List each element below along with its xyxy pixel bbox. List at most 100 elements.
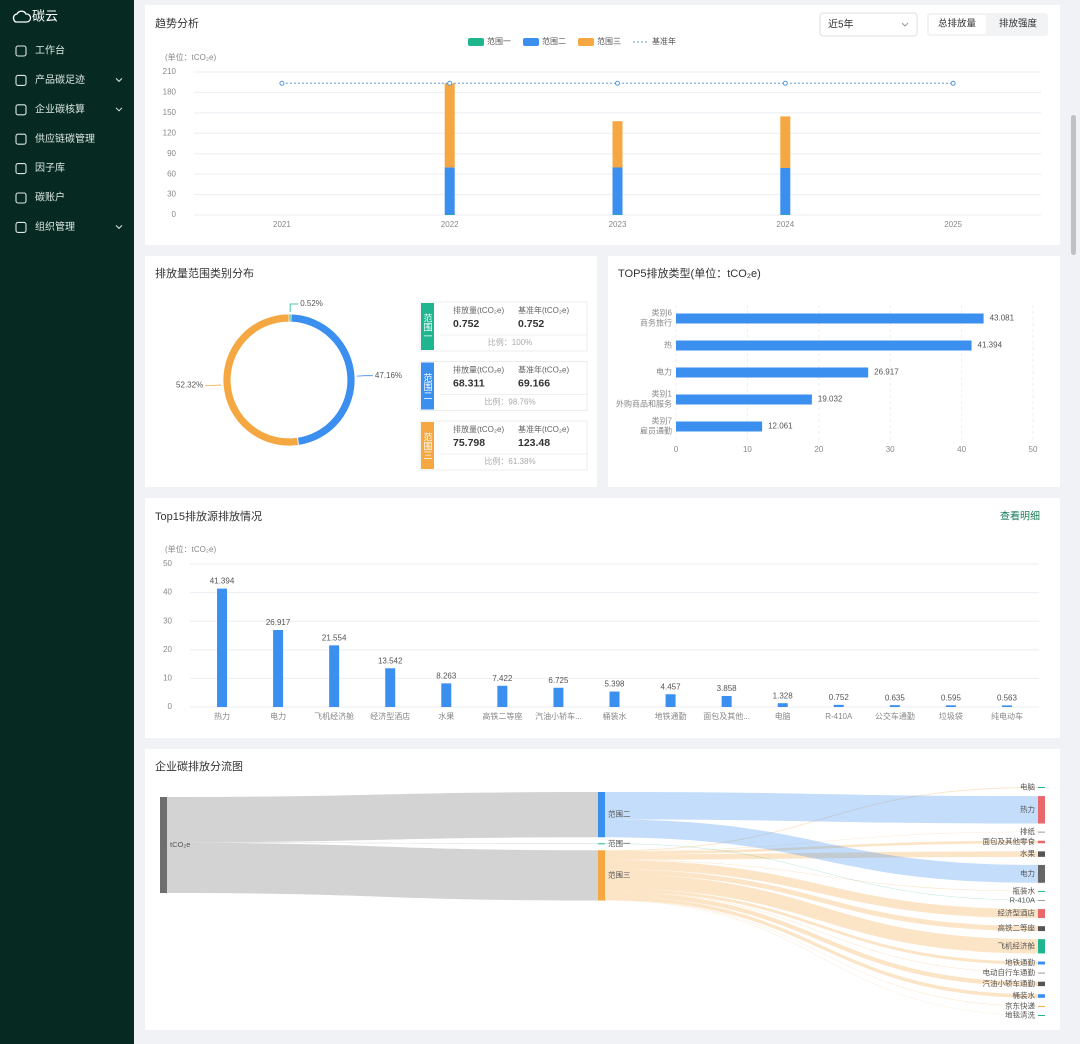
y-tick-label: 外购商品和服务 bbox=[616, 399, 672, 409]
flow-link bbox=[605, 819, 1038, 883]
toggle-button[interactable]: 总排放量 bbox=[938, 18, 977, 30]
bar bbox=[889, 705, 900, 707]
menu-item[interactable]: 供应链碳管理 bbox=[35, 132, 95, 145]
x-tick-label: 水果 bbox=[438, 711, 454, 721]
baseline-value: 123.48 bbox=[518, 437, 550, 449]
bar bbox=[553, 687, 564, 707]
baseline-title: 基准年(tCO₂e) bbox=[518, 365, 569, 375]
flow-node bbox=[160, 797, 167, 894]
x-tick-label: 纯电动车 bbox=[991, 711, 1023, 721]
x-tick-label: R-410A bbox=[825, 712, 853, 721]
x-tick-label: 电力 bbox=[270, 711, 286, 721]
flow-node bbox=[1038, 926, 1045, 932]
x-tick-label: 30 bbox=[886, 445, 895, 454]
legend-label: 范围一 bbox=[487, 36, 511, 46]
menu-icon bbox=[15, 163, 27, 175]
bar bbox=[444, 83, 455, 168]
menu-item[interactable]: 碳账户 bbox=[35, 191, 65, 204]
bar bbox=[780, 214, 791, 215]
x-tick-label: 0 bbox=[674, 445, 679, 454]
node-label: 范围三 bbox=[608, 869, 631, 879]
bar bbox=[676, 421, 763, 432]
y-tick-label: 150 bbox=[163, 108, 177, 117]
logo: 碳云 bbox=[32, 8, 58, 23]
y-tick-label: 商务旅行 bbox=[640, 318, 672, 328]
donut-slice bbox=[222, 313, 300, 447]
line-point bbox=[447, 80, 453, 86]
flow-node bbox=[1038, 972, 1045, 974]
y-tick-label: 30 bbox=[167, 190, 176, 199]
data-label: 6.725 bbox=[548, 676, 569, 685]
baseline-title: 基准年(tCO₂e) bbox=[518, 305, 569, 315]
bar bbox=[780, 116, 791, 168]
menu-item[interactable]: 产品碳足迹 bbox=[35, 73, 85, 86]
node-label: 范围二 bbox=[608, 809, 631, 819]
bar bbox=[329, 645, 340, 707]
scope-card bbox=[419, 420, 588, 471]
menu-item[interactable]: 工作台 bbox=[35, 44, 65, 57]
emission-title: 排放量(tCO₂e) bbox=[453, 305, 504, 315]
emission-title: 排放量(tCO₂e) bbox=[453, 424, 504, 434]
y-tick-label: 类别1 bbox=[652, 389, 673, 399]
legend-label: 基准年 bbox=[652, 36, 676, 46]
emission-value: 0.752 bbox=[453, 318, 479, 330]
panel bbox=[145, 5, 1060, 245]
node-label: 地铁通勤 bbox=[1005, 957, 1035, 967]
data-label: 4.457 bbox=[661, 682, 682, 691]
bar bbox=[676, 313, 984, 324]
scrollbar[interactable] bbox=[1071, 115, 1076, 255]
flow-link bbox=[605, 843, 1038, 901]
flow-link bbox=[605, 900, 1038, 1016]
menu-item[interactable]: 企业碳核算 bbox=[35, 102, 85, 115]
panel-title: 排放量范围类别分布 bbox=[155, 266, 254, 280]
emission-value: 75.798 bbox=[453, 437, 485, 449]
node-label: 热力 bbox=[1020, 804, 1035, 814]
menu-item[interactable]: 因子库 bbox=[35, 161, 65, 174]
menu-item[interactable]: 组织管理 bbox=[35, 220, 75, 233]
flow-link bbox=[605, 831, 1038, 852]
x-tick-label: 高铁二等座 bbox=[482, 711, 522, 721]
emission-value: 68.311 bbox=[453, 377, 485, 389]
node-label: tCO₂e bbox=[170, 840, 190, 849]
node-label: 汽油小轿车通勤 bbox=[983, 978, 1036, 988]
scope-card-strip bbox=[421, 303, 434, 350]
node-label: 范围一 bbox=[608, 838, 631, 848]
flow-link bbox=[605, 899, 1038, 1007]
bar bbox=[444, 214, 455, 215]
view-detail-link[interactable]: 查看明细 bbox=[1000, 510, 1040, 523]
flow-node bbox=[1038, 939, 1045, 954]
x-tick-label: 40 bbox=[957, 445, 966, 454]
logo-icon bbox=[12, 10, 32, 23]
bar bbox=[441, 683, 452, 707]
data-label: 41.394 bbox=[978, 341, 1003, 350]
flow-link bbox=[605, 896, 1038, 998]
data-label: 7.422 bbox=[492, 674, 513, 683]
flow-node bbox=[1038, 831, 1045, 833]
toggle-button[interactable]: 排放强度 bbox=[999, 18, 1038, 30]
x-tick-label: 面包及其他... bbox=[703, 711, 750, 721]
data-label: 0.635 bbox=[885, 693, 906, 702]
bar bbox=[721, 695, 732, 707]
bar bbox=[385, 668, 396, 707]
node-label: 高铁二等座 bbox=[998, 923, 1036, 933]
flow-node bbox=[1038, 994, 1045, 998]
x-tick-label: 10 bbox=[743, 445, 752, 454]
flow-node bbox=[598, 843, 605, 845]
bar bbox=[217, 588, 228, 707]
node-label: 电脑 bbox=[1020, 781, 1036, 791]
data-label: 5.398 bbox=[604, 680, 625, 689]
flow-link bbox=[605, 851, 1038, 860]
x-tick-label: 汽油小轿车... bbox=[535, 711, 582, 721]
period-select[interactable] bbox=[819, 12, 918, 37]
data-label: 41.394 bbox=[210, 577, 235, 586]
sidebar bbox=[0, 0, 134, 1044]
bar bbox=[444, 167, 455, 215]
data-label: 12.061 bbox=[768, 422, 793, 431]
flow-node bbox=[1038, 851, 1045, 857]
y-tick-label: 0 bbox=[172, 210, 177, 219]
menu-icon bbox=[15, 192, 27, 204]
ratio: 比例：100% bbox=[488, 337, 532, 347]
flow-link bbox=[605, 859, 1038, 892]
panel bbox=[145, 498, 1060, 738]
flow-node bbox=[1038, 961, 1045, 965]
